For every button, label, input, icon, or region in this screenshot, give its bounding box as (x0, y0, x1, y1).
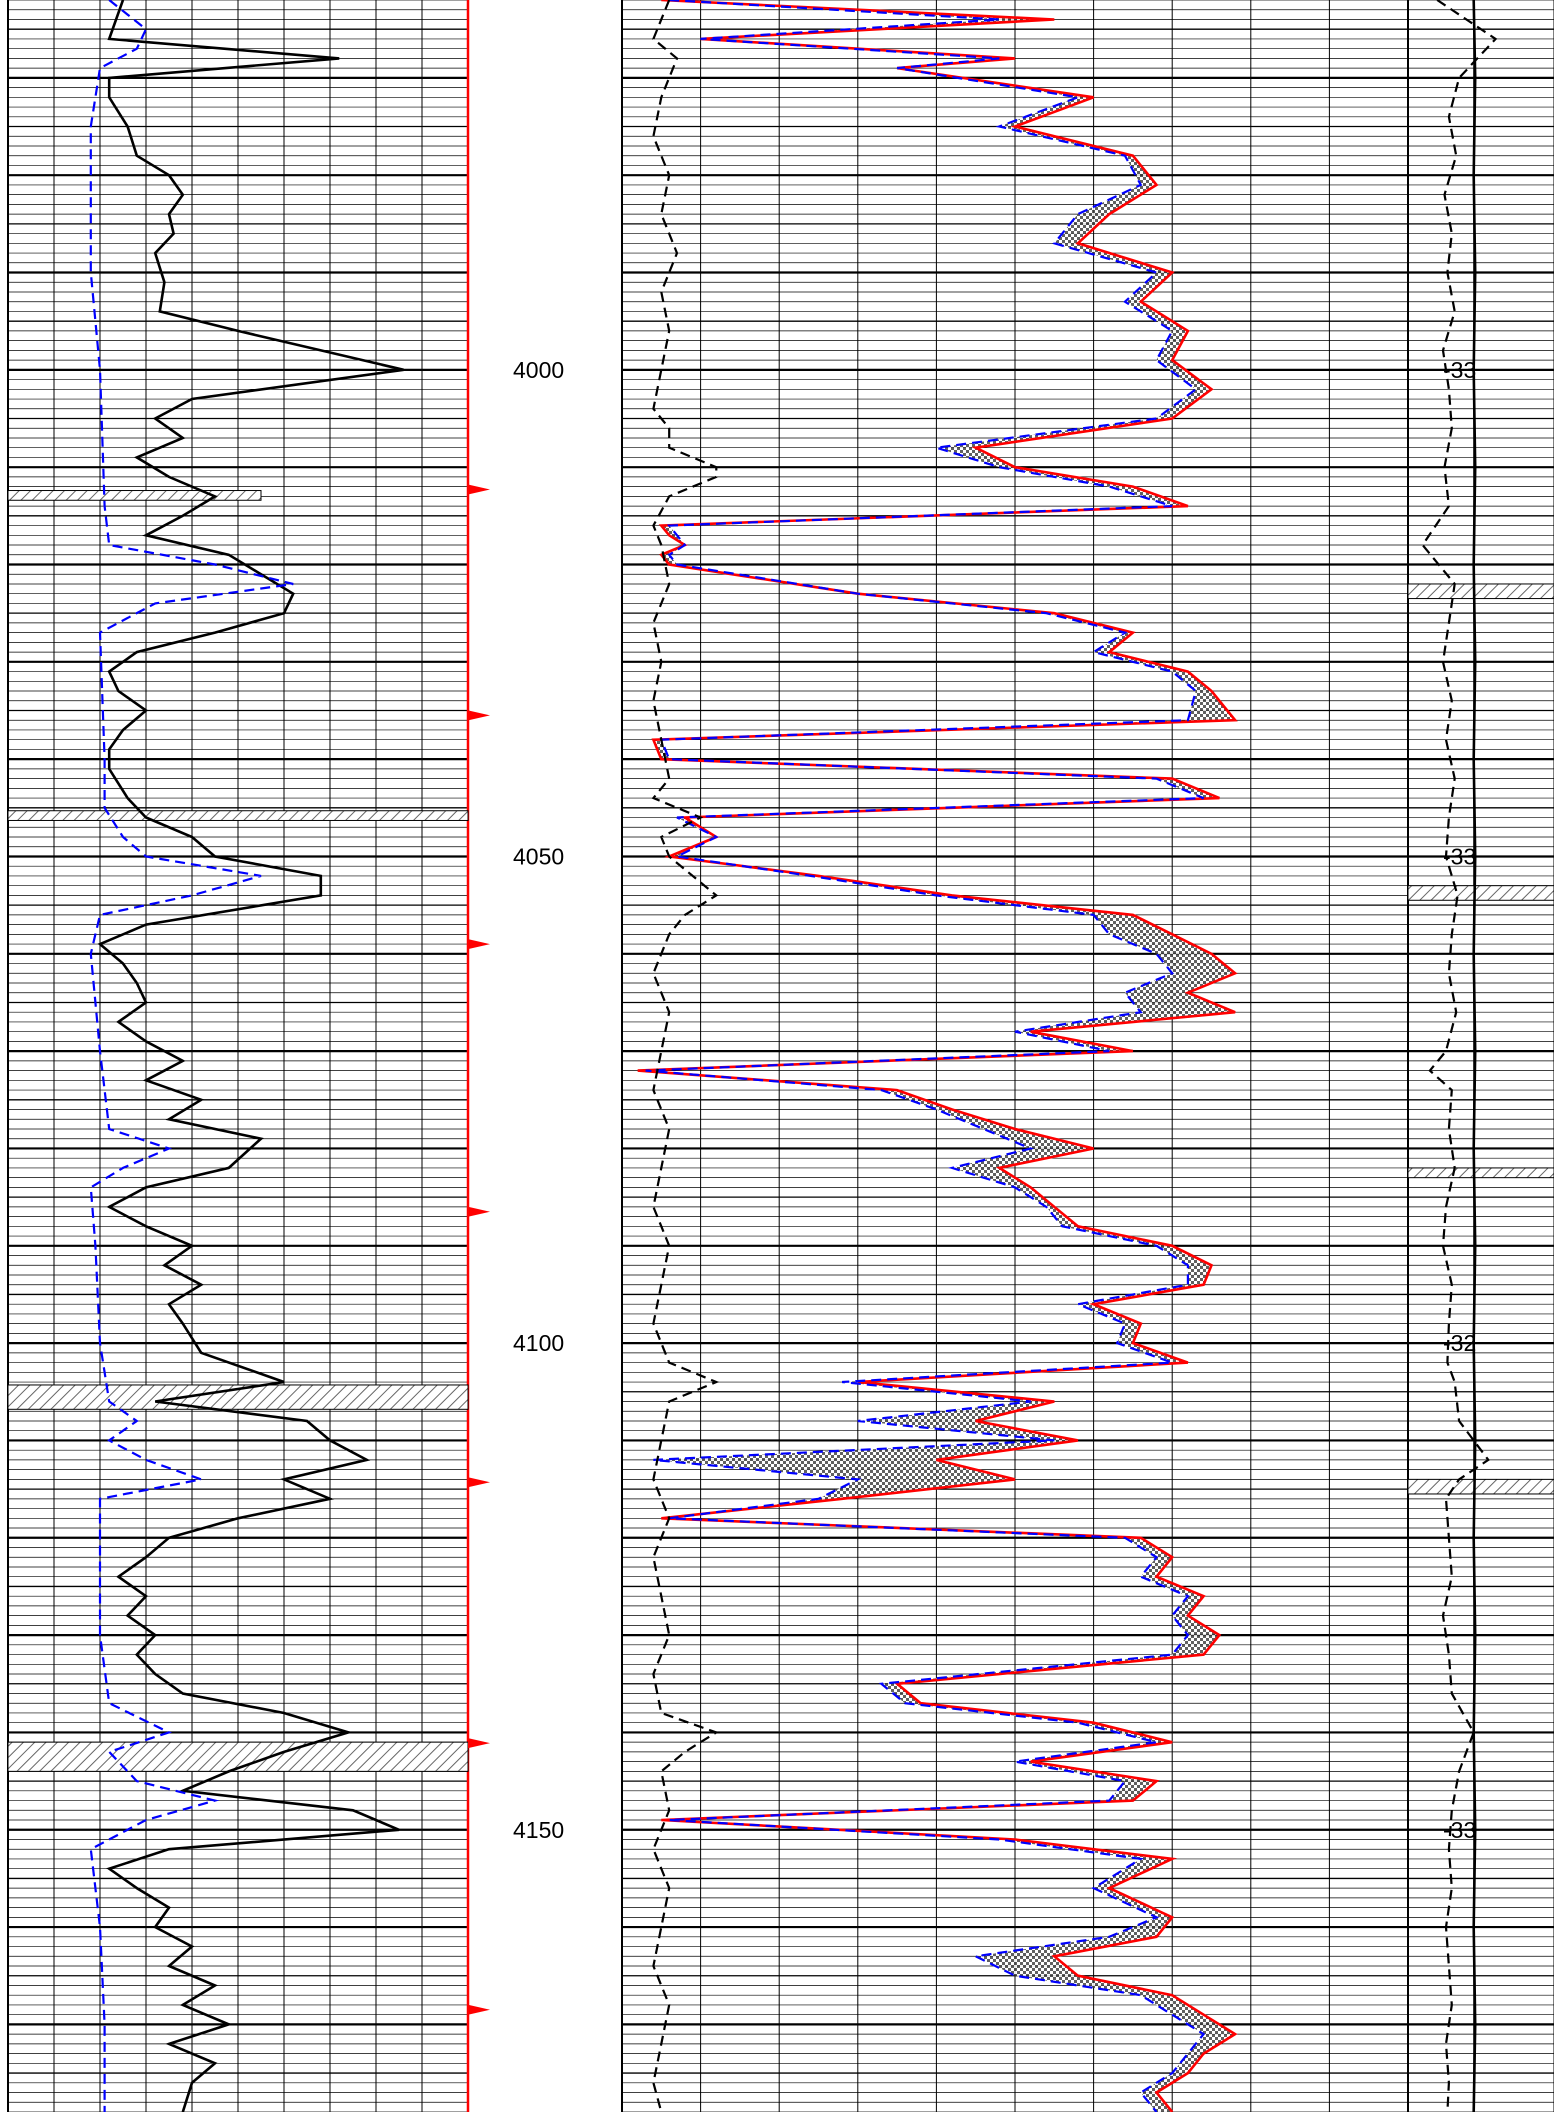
depth-marker-6 (468, 2004, 490, 2015)
hatch-band-1 (7, 810, 469, 821)
curve-track2_black_dashed (651, 0, 720, 2112)
depth-label-4000: 4000 (513, 357, 564, 383)
hatch-band-7 (1407, 1478, 1554, 1495)
depth-label-4100: 4100 (513, 1330, 564, 1356)
curve-track1_dashed (89, 0, 294, 2112)
depth-marker-3 (468, 1206, 490, 1217)
annotation-4150: -33 (1443, 1817, 1476, 1843)
depth-label-4150: 4150 (513, 1817, 564, 1843)
hatch-band-0 (7, 490, 262, 501)
depth-marker-2 (468, 939, 490, 950)
hatch-band-3 (7, 1741, 469, 1772)
annotation-4000: -33 (1443, 357, 1476, 383)
depth-marker-5 (468, 1738, 490, 1749)
annotation-4050: -33 (1443, 843, 1476, 869)
depth-label-4050: 4050 (513, 843, 564, 869)
curve-track2_blue (645, 0, 1206, 2112)
shading-layer (7, 0, 1554, 2112)
curve-layer (89, 0, 1498, 2112)
grid-layer (7, 0, 1554, 2112)
curve-track3_dashed (1421, 0, 1498, 2112)
label-layer: 4000 4050 4100 4150 -33 -33 -32 -33 (513, 357, 1476, 1843)
depth-marker-1 (468, 710, 490, 721)
curve-track2_red (637, 0, 1238, 2112)
depth-marker-4 (468, 1477, 490, 1488)
marker-layer (468, 484, 490, 2015)
annotation-4100: -32 (1443, 1330, 1476, 1356)
curve-track3_solid (1472, 0, 1477, 2112)
curve-track1_solid (97, 0, 404, 2112)
hatch-band-5 (1407, 885, 1554, 901)
hatch-band-4 (1407, 583, 1554, 600)
hatch-band-6 (1407, 1167, 1554, 1179)
depth-marker-0 (468, 484, 490, 495)
